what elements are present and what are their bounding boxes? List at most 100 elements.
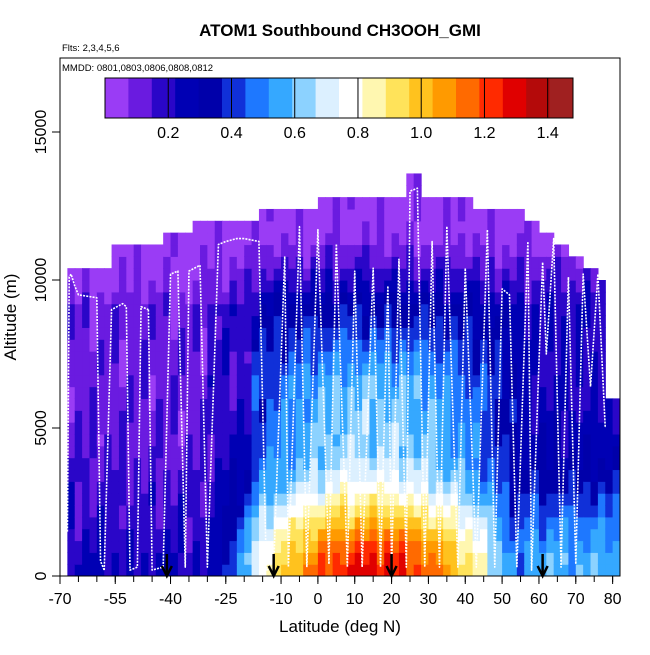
heatmap-cell [236,528,245,542]
heatmap-cell [538,398,547,411]
colorbar-segment [245,78,270,118]
heatmap-cell [82,268,91,281]
heatmap-cell [170,232,179,246]
heatmap-cell [177,232,186,246]
heatmap-cell [185,422,194,435]
heatmap-cell [82,291,91,305]
heatmap-cell [553,351,562,364]
heatmap-cell [111,469,120,482]
heatmap-cell [317,315,326,328]
heatmap-cell [111,386,120,399]
heatmap-cell [546,540,555,553]
heatmap-cell [487,504,496,518]
colorbar-segment [502,78,527,118]
heatmap-cell [347,280,356,293]
heatmap-cell [524,540,533,553]
heatmap-cell [391,268,400,281]
heatmap-cell [244,457,253,471]
heatmap-cell [310,457,319,471]
heatmap-cell [214,256,223,269]
heatmap-cell [295,504,304,518]
x-tick-label: 0 [313,591,322,608]
heatmap-cell [118,268,127,281]
heatmap-cell [340,504,348,518]
heatmap-cell [421,564,430,576]
heatmap-cell [605,528,614,542]
heatmap-cell [561,315,570,328]
heatmap-cell [177,303,186,317]
heatmap-cell [450,256,459,269]
heatmap-cell [362,256,371,269]
heatmap-cell [67,504,76,518]
heatmap-cell [546,339,555,352]
heatmap-cell [398,552,407,565]
heatmap-cell [465,208,474,222]
heatmap-cell [428,303,437,317]
heatmap-cell [229,469,238,482]
heatmap-cell [214,386,223,399]
heatmap-cell [583,493,592,506]
heatmap-cell [74,528,83,542]
heatmap-cell [347,315,356,328]
heatmap-cell [303,528,312,542]
heatmap-cell [450,280,459,293]
heatmap-cell [546,386,555,399]
heatmap-cell [141,552,150,565]
heatmap-cell [443,208,452,222]
heatmap-cell [273,280,282,293]
heatmap-cell [546,291,555,305]
heatmap-cell [273,386,282,399]
heatmap-cell [229,220,238,234]
heatmap-cell [597,481,606,494]
heatmap-cell [362,208,371,222]
heatmap-cell [104,469,113,482]
heatmap-cell [516,268,525,281]
heatmap-cell [568,327,577,340]
heatmap-cell [317,422,326,435]
heatmap-cell [494,457,503,471]
heatmap-cell [502,303,511,317]
heatmap-cell [273,374,282,388]
heatmap-cell [141,339,150,352]
heatmap-cell [435,386,444,399]
heatmap-cell [67,481,76,494]
heatmap-cell [310,422,319,435]
heatmap-cell [229,528,238,542]
heatmap-cell [553,268,562,281]
heatmap-cell [502,327,511,340]
heatmap-cell [376,504,385,518]
heatmap-cell [347,339,356,352]
heatmap-cell [148,457,157,471]
heatmap-cell [546,493,555,506]
heatmap-cell [295,351,304,364]
heatmap-cell [421,386,430,399]
heatmap-cell [111,303,120,317]
heatmap-cell [74,291,83,305]
heatmap-cell [605,552,614,565]
heatmap-cell [266,410,275,423]
heatmap-cell [524,410,533,423]
heatmap-cell [421,232,430,246]
heatmap-cell [258,208,267,222]
heatmap-cell [295,362,304,376]
heatmap-cell [347,351,356,364]
heatmap-cell [251,552,260,565]
heatmap-cell [148,291,157,305]
heatmap-cell [398,244,407,257]
heatmap-cell [163,315,172,328]
heatmap-cell [148,339,157,352]
heatmap-cell [553,422,562,435]
heatmap-cell [487,220,496,234]
heatmap-cell [340,362,348,376]
heatmap-cell [590,386,599,399]
heatmap-cell [340,244,348,257]
heatmap-cell [376,315,385,328]
heatmap-cell [391,469,400,482]
heatmap-cell [553,362,562,376]
heatmap-cell [200,457,208,471]
x-tick-label: -70 [48,591,71,608]
heatmap-cell [443,256,452,269]
heatmap-cell [553,327,562,340]
heatmap-cell [524,457,533,471]
heatmap-cell [384,280,393,293]
